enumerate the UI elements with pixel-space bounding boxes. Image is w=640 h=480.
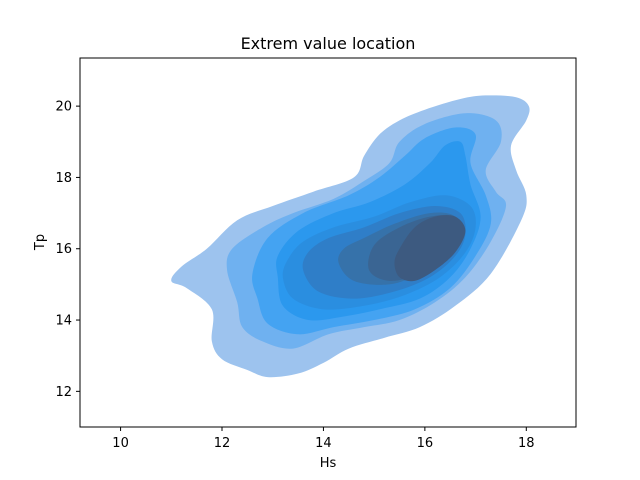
y-tick-label: 12 [55,385,72,400]
density-levels [171,95,530,378]
x-tick-label: 16 [417,436,434,451]
x-axis-label: Hs [320,456,337,471]
x-tick-label: 18 [518,436,535,451]
y-tick-label: 14 [55,314,72,329]
x-tick-label: 12 [214,436,231,451]
chart-title: Extrem value location [241,34,416,53]
y-axis-ticks: 12 14 16 18 20 [55,100,80,400]
density-level-9 [394,215,466,282]
y-tick-label: 16 [55,242,72,257]
y-axis-label: Tp [33,234,48,251]
plot-frame [79,57,577,428]
x-axis-ticks: 10 12 14 16 18 [112,427,535,451]
y-tick-label: 18 [55,171,72,186]
y-tick-label: 20 [55,100,72,115]
x-tick-label: 14 [315,436,332,451]
x-tick-label: 10 [112,436,129,451]
